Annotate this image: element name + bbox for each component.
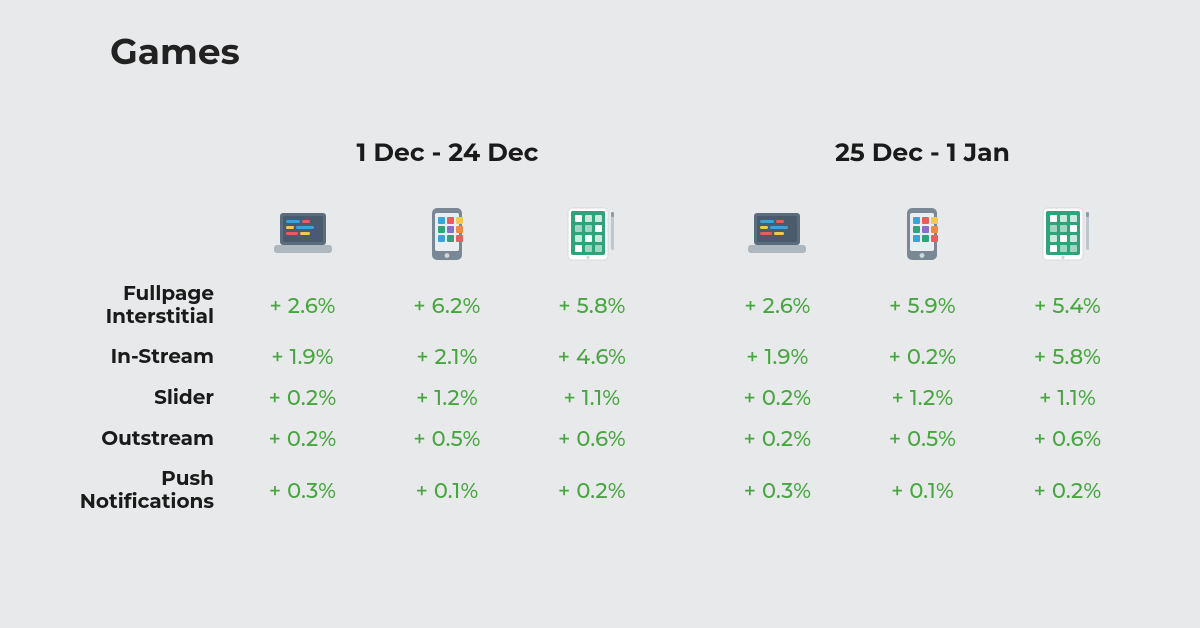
table-cell: + 0.6% [519, 419, 665, 460]
table-cell: + 0.1% [850, 460, 995, 522]
period-label-2: 25 Dec - 1 Jan [705, 130, 1140, 198]
table-cell: + 0.3% [230, 460, 375, 522]
table-cell: + 2.6% [705, 275, 850, 337]
table-cell: + 1.1% [519, 378, 665, 419]
page-title: Games [110, 30, 240, 74]
row-label: FullpageInterstitial [60, 275, 230, 337]
table-cell: + 0.6% [995, 419, 1140, 460]
table-cell: + 0.1% [375, 460, 519, 522]
table-cell: + 6.2% [375, 275, 519, 337]
table-cell: + 0.2% [850, 337, 995, 378]
row-label: In-Stream [60, 337, 230, 378]
row-label: Slider [60, 378, 230, 419]
table-cell: + 0.3% [705, 460, 850, 522]
laptop-icon [705, 198, 850, 275]
table-cell: + 0.5% [850, 419, 995, 460]
phone-icon [375, 198, 519, 275]
table-cell: + 0.2% [995, 460, 1140, 522]
table-cell: + 0.2% [230, 419, 375, 460]
laptop-icon [230, 198, 375, 275]
table-cell: + 5.8% [995, 337, 1140, 378]
table-cell: + 1.9% [705, 337, 850, 378]
row-label: PushNotifications [60, 460, 230, 522]
tablet-icon [995, 198, 1140, 275]
table-cell: + 5.9% [850, 275, 995, 337]
table-cell: + 0.2% [230, 378, 375, 419]
table-cell: + 2.6% [230, 275, 375, 337]
table-cell: + 0.2% [519, 460, 665, 522]
table-cell: + 1.2% [850, 378, 995, 419]
data-table: 1 Dec - 24 Dec 25 Dec - 1 Jan [60, 130, 1140, 522]
table-cell: + 0.5% [375, 419, 519, 460]
table-cell: + 4.6% [519, 337, 665, 378]
table-cell: + 5.8% [519, 275, 665, 337]
tablet-icon [519, 198, 665, 275]
phone-icon [850, 198, 995, 275]
table-cell: + 0.2% [705, 378, 850, 419]
row-label: Outstream [60, 419, 230, 460]
period-label-1: 1 Dec - 24 Dec [230, 130, 665, 198]
table-cell: + 1.1% [995, 378, 1140, 419]
table-cell: + 2.1% [375, 337, 519, 378]
table-cell: + 1.9% [230, 337, 375, 378]
table-cell: + 1.2% [375, 378, 519, 419]
table-cell: + 0.2% [705, 419, 850, 460]
table-cell: + 5.4% [995, 275, 1140, 337]
